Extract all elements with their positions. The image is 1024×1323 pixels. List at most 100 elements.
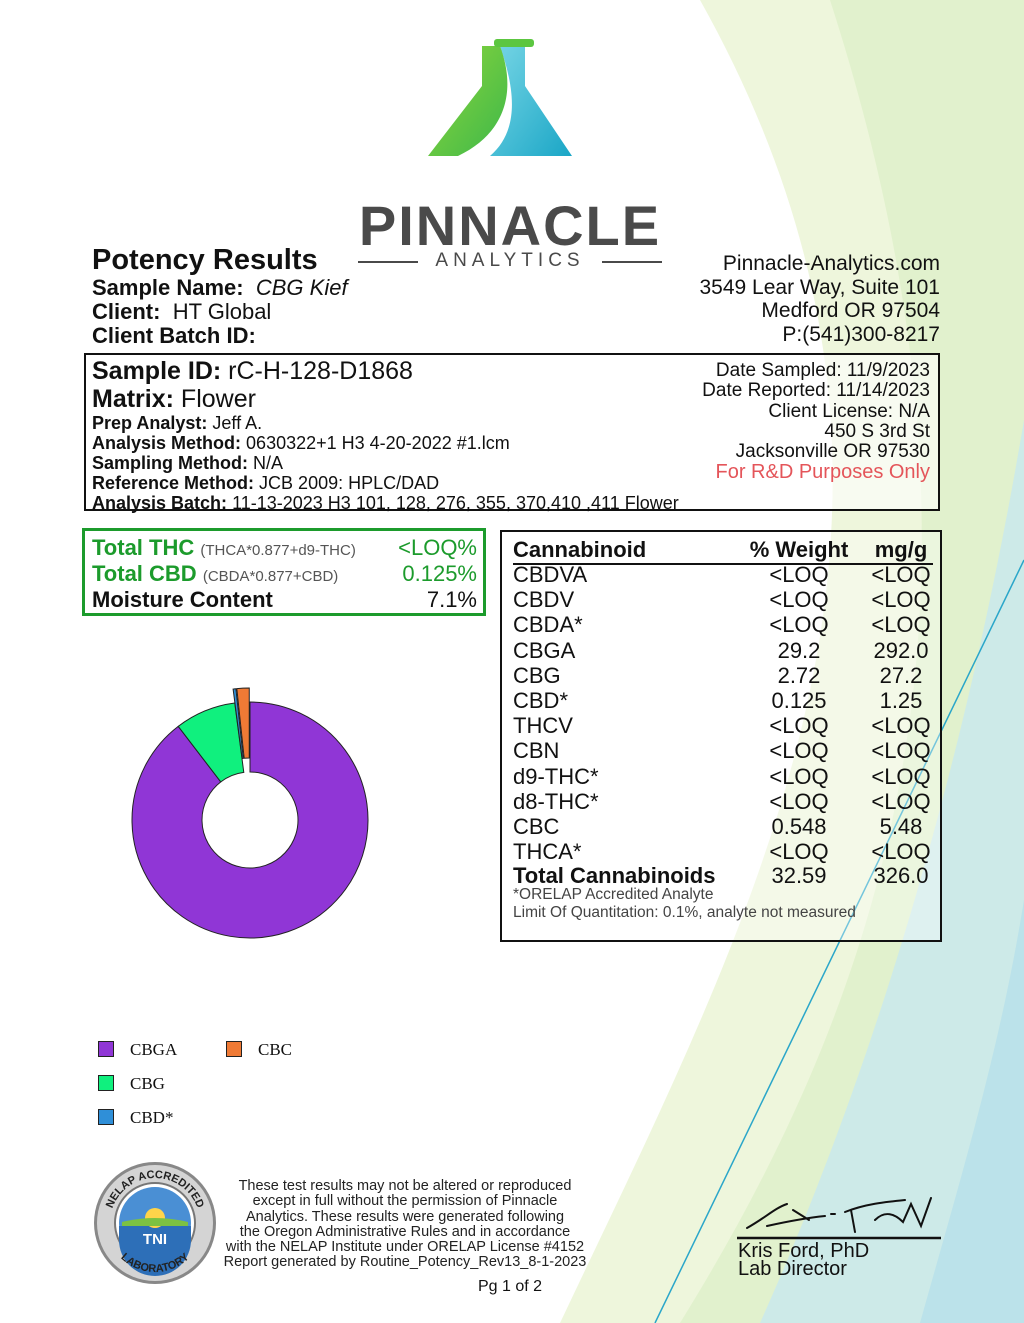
cell-weight: <LOQ — [769, 562, 829, 587]
client-batch-label: Client Batch ID: — [92, 323, 256, 348]
client-license: Client License: N/A — [768, 400, 930, 422]
legend-label: CBG — [130, 1074, 165, 1093]
cell-cannabinoid: THCV — [513, 713, 573, 739]
prep-label: Prep Analyst: — [92, 413, 208, 433]
cell-mgg: <LOQ — [871, 562, 931, 587]
moisture-row: Moisture Content 7.1% — [92, 587, 477, 613]
total-cbd-formula: (CBDA*0.877+CBD) — [202, 568, 339, 585]
svg-text:TNI: TNI — [143, 1231, 167, 1248]
lab-address2: Medford OR 97504 — [761, 299, 940, 322]
moisture-label: Moisture Content — [92, 587, 273, 612]
total-mgg: 326.0 — [873, 863, 929, 888]
legend-item-cbga: CBGA — [98, 1040, 177, 1060]
donut-slice-cbc — [236, 687, 250, 759]
purpose-note: For R&D Purposes Only — [715, 461, 930, 484]
client-address2: Jacksonville OR 97530 — [735, 441, 930, 463]
table-row: CBDA* <LOQ <LOQ — [513, 612, 933, 638]
legend-item-cbd: CBD* — [98, 1108, 173, 1128]
cell-cannabinoid: d9-THC* — [513, 763, 599, 789]
cell-weight: <LOQ — [769, 587, 829, 613]
cell-weight: <LOQ — [769, 763, 829, 789]
brand-name: PINNACLE — [358, 194, 662, 257]
disclaimer-line: with the NELAP Institute under ORELAP Li… — [225, 1239, 585, 1256]
table-row: CBDVA <LOQ <LOQ — [513, 562, 933, 588]
lab-phone: P:(541)300-8217 — [782, 322, 940, 346]
disclaimer-line: except in full without the permission of… — [252, 1193, 558, 1210]
table-row: CBD* 0.125 1.25 — [513, 688, 933, 714]
divider — [602, 261, 662, 263]
brand-tagline: ANALYTICS — [435, 250, 585, 271]
signer-block: Kris Ford, PhD Lab Director — [738, 1241, 869, 1279]
cell-cannabinoid: CBDV — [513, 587, 575, 613]
cell-cannabinoid: THCA* — [513, 839, 582, 865]
legend-swatch — [98, 1109, 114, 1125]
total-cbd-row: Total CBD (CBDA*0.877+CBD) 0.125% — [92, 561, 477, 587]
cell-mgg: 5.48 — [879, 814, 923, 839]
total-thc-formula: (THCA*0.877+d9-THC) — [200, 542, 356, 559]
legend-item-cbc: CBC — [226, 1040, 292, 1060]
cannabinoid-donut-chart — [131, 687, 369, 939]
cell-weight: 0.125 — [771, 688, 827, 713]
potency-summary-box: Total THC (THCA*0.877+d9-THC) <LOQ% Tota… — [82, 528, 486, 616]
prep-value: Jeff A. — [212, 413, 263, 433]
sample-info-box: Sample ID: rC-H-128-D1868 Matrix: Flower… — [84, 353, 940, 513]
sampling-method-row: Sampling Method: N/A — [92, 453, 679, 473]
legend-label: CBC — [258, 1040, 293, 1059]
report-header: Potency Results Sample Name: CBG Kief Cl… — [92, 244, 348, 348]
analysis-method-value: 0630322+1 H3 4-20-2022 #1.lcm — [246, 433, 510, 453]
sample-name-row: Sample Name: CBG Kief — [92, 276, 348, 300]
cell-cannabinoid: d8-THC* — [513, 788, 599, 814]
divider — [358, 261, 418, 263]
sampling-method-label: Sampling Method: — [92, 453, 248, 473]
cell-weight: <LOQ — [769, 612, 829, 638]
table-row: d8-THC* <LOQ <LOQ — [513, 788, 933, 815]
lab-address1: 3549 Lear Way, Suite 101 — [699, 275, 941, 299]
cell-cannabinoid: CBDVA — [513, 562, 588, 587]
legend-swatch — [98, 1075, 114, 1091]
header-cannabinoid: Cannabinoid — [513, 537, 647, 562]
sample-name-value: CBG Kief — [255, 275, 348, 300]
cell-mgg: <LOQ — [871, 587, 931, 613]
header-mgg: mg/g — [874, 537, 928, 562]
lab-contact: Pinnacle-Analytics.com 3549 Lear Way, Su… — [700, 252, 941, 346]
client-label: Client: — [92, 299, 161, 324]
disclaimer: These test results may not be altered or… — [210, 1178, 600, 1271]
cell-mgg: <LOQ — [871, 612, 931, 638]
table-row: THCV <LOQ <LOQ — [513, 713, 933, 739]
total-thc-value: <LOQ% — [398, 535, 477, 560]
cell-cannabinoid: CBD* — [513, 688, 569, 713]
total-thc-row: Total THC (THCA*0.877+d9-THC) <LOQ% — [92, 535, 477, 561]
cell-mgg: <LOQ — [871, 713, 931, 739]
table-row: CBGA 29.2 292.0 — [513, 637, 933, 664]
cell-mgg: <LOQ — [871, 738, 931, 764]
table-note-accredited: *ORELAP Accredited Analyte — [513, 886, 714, 903]
analysis-batch-label: Analysis Batch: — [92, 493, 228, 513]
matrix-label: Matrix: — [92, 385, 174, 413]
matrix-row: Matrix: Flower — [92, 385, 679, 413]
legend-label: CBGA — [130, 1040, 178, 1059]
cell-cannabinoid: CBGA — [513, 637, 576, 663]
nelap-seal-icon: TNI NELAP ACCREDITED LABORATORY — [94, 1162, 216, 1284]
donut-slice-cbga — [131, 701, 369, 939]
disclaimer-line: These test results may not be altered or… — [238, 1178, 572, 1194]
header-weight: % Weight — [749, 537, 849, 562]
disclaimer-line: Analytics. These results were generated … — [245, 1208, 565, 1225]
table-row: THCA* <LOQ <LOQ — [513, 839, 933, 865]
sample-id-row: Sample ID: rC-H-128-D1868 — [92, 357, 679, 385]
signature-image — [737, 1197, 941, 1240]
cell-mgg: 292.0 — [873, 637, 929, 663]
reference-method-label: Reference Method: — [92, 473, 255, 493]
sample-id-label: Sample ID: — [92, 357, 222, 385]
cell-weight: 2.72 — [777, 662, 821, 688]
disclaimer-line: Report generated by Routine_Potency_Rev1… — [223, 1254, 587, 1271]
cell-cannabinoid: CBDA* — [513, 612, 583, 638]
table-row: CBN <LOQ <LOQ — [513, 738, 933, 764]
reference-method-value: JCB 2009: HPLC/DAD — [259, 473, 440, 493]
client-address1: 450 S 3rd St — [824, 420, 930, 442]
cell-weight: <LOQ — [769, 839, 829, 865]
total-weight: 32.59 — [771, 863, 827, 888]
legend-swatch — [226, 1041, 242, 1057]
table-total-row: Total Cannabinoids 32.59 326.0 — [513, 863, 933, 889]
client-batch-row: Client Batch ID: — [92, 324, 348, 348]
page-number: Pg 1 of 2 — [478, 1278, 543, 1295]
